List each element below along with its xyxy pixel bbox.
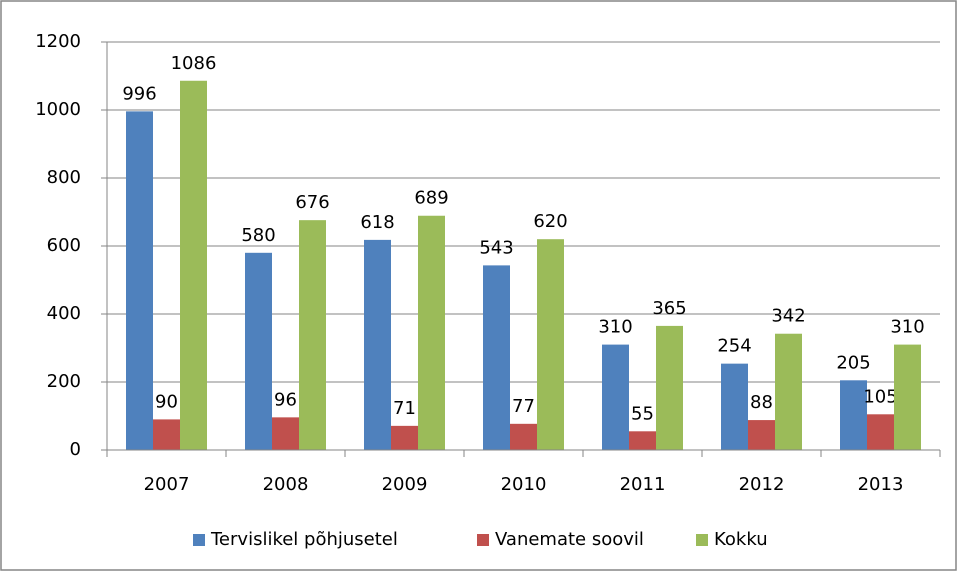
y-tick-label: 200: [47, 371, 81, 392]
bar: [867, 414, 894, 450]
data-label: 689: [414, 188, 448, 209]
data-label: 996: [122, 83, 156, 104]
data-label: 205: [836, 352, 870, 373]
bar: [840, 380, 867, 450]
bar: [602, 344, 629, 450]
legend-label: Vanemate soovil: [495, 529, 644, 550]
bar: [418, 215, 445, 450]
y-tick-label: 1000: [35, 99, 81, 120]
data-label: 105: [863, 386, 897, 407]
data-label: 310: [890, 317, 924, 338]
data-label: 90: [155, 391, 178, 412]
data-label: 1086: [171, 53, 217, 74]
bar: [272, 417, 299, 450]
y-tick-label: 800: [47, 167, 81, 188]
y-tick-label: 600: [47, 235, 81, 256]
bar: [483, 265, 510, 450]
legend-swatch: [696, 534, 708, 546]
data-label: 310: [598, 317, 632, 338]
legend-label: Kokku: [714, 529, 768, 550]
bar: [894, 344, 921, 450]
bar: [748, 420, 775, 450]
legend-swatch: [477, 534, 489, 546]
data-label: 620: [533, 211, 567, 232]
x-tick-label: 2010: [501, 474, 547, 495]
legend-swatch: [193, 534, 205, 546]
data-label: 77: [512, 396, 535, 417]
bar: [629, 431, 656, 450]
bar: [721, 363, 748, 450]
data-label: 96: [274, 389, 297, 410]
x-tick-label: 2007: [144, 474, 190, 495]
bar: [180, 80, 207, 450]
x-tick-label: 2008: [263, 474, 309, 495]
x-tick-label: 2011: [620, 474, 666, 495]
bar: [510, 423, 537, 450]
data-label: 88: [750, 392, 773, 413]
bar: [245, 252, 272, 450]
data-label: 342: [771, 306, 805, 327]
bar: [153, 419, 180, 450]
x-tick-label: 2009: [382, 474, 428, 495]
bar: [656, 325, 683, 450]
bar: [775, 333, 802, 450]
x-tick-label: 2012: [739, 474, 785, 495]
bar: [126, 111, 153, 451]
y-tick-label: 400: [47, 303, 81, 324]
y-tick-label: 0: [70, 439, 81, 460]
x-tick-label: 2013: [858, 474, 904, 495]
bar: [537, 239, 564, 450]
legend-label: Tervislikel põhjusetel: [210, 529, 398, 550]
data-label: 71: [393, 398, 416, 419]
data-label: 543: [479, 237, 513, 258]
data-label: 618: [360, 212, 394, 233]
bar: [391, 425, 418, 450]
data-label: 580: [241, 225, 275, 246]
data-label: 55: [631, 403, 654, 424]
data-label: 676: [295, 192, 329, 213]
bar: [299, 220, 326, 450]
y-tick-label: 1200: [35, 31, 81, 52]
bar: [364, 239, 391, 450]
data-label: 365: [652, 298, 686, 319]
data-label: 254: [717, 336, 751, 357]
